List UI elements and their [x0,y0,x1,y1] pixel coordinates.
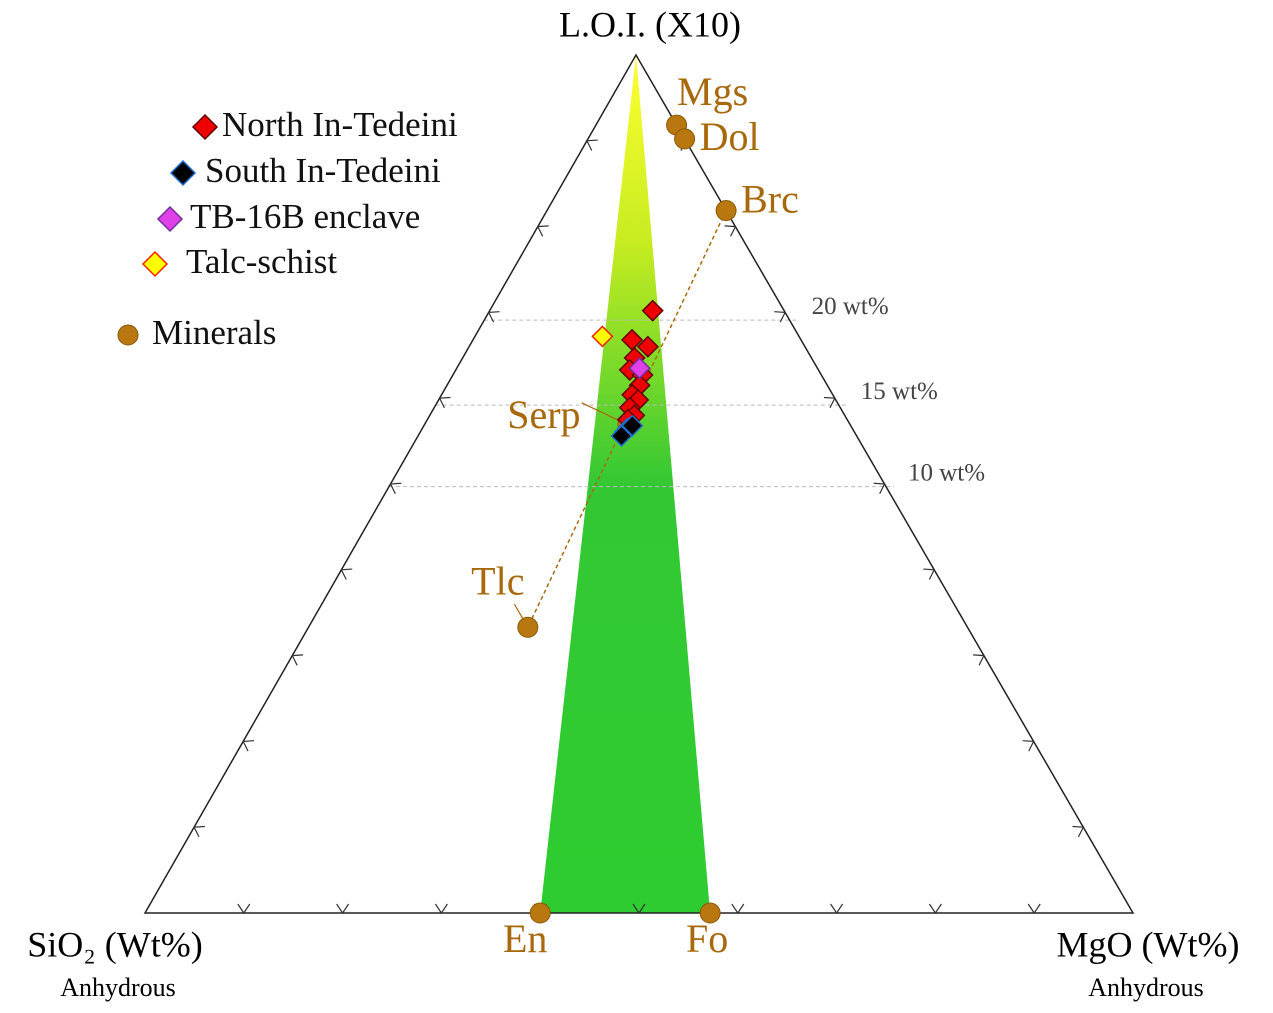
tick-mark [1027,903,1041,915]
mineral-label: En [503,916,547,961]
tick-mark [731,903,745,915]
sample-point [641,299,664,322]
tick-mark [1072,825,1085,838]
tick-mark [237,903,251,915]
mineral-point [674,128,696,150]
tick-mark [389,482,402,494]
sample-point [628,357,651,380]
legend-marker [156,205,184,233]
legend-marker [141,250,169,278]
tick-mark [923,568,936,580]
sample-point [636,335,659,358]
mineral-point [529,902,551,924]
series-group [628,357,651,380]
legend-label: North In-Tedeini [222,105,458,144]
tick-mark [291,654,304,666]
serpentinite-field [540,55,711,913]
apex-sublabel-left: Anhydrous [60,973,176,1002]
guide-label: 10 wt% [908,459,985,486]
guide-label: 20 wt% [812,293,889,320]
tick-mark [1022,740,1035,752]
tick-mark [487,311,500,323]
sample-point [610,424,633,448]
tick-mark [536,225,549,237]
mineral-label: Dol [700,114,760,159]
mineral-label: Brc [741,177,799,222]
mineral-label: Mgs [677,69,748,114]
tick-mark [973,654,985,666]
mineral-point [517,616,539,638]
tick-mark [774,311,787,323]
mineral-point [699,902,721,924]
legend-label: Minerals [152,313,276,352]
apex-sublabel-right: Anhydrous [1088,973,1204,1002]
tick-mark [724,225,737,237]
tick-mark [438,396,451,409]
legend-label: TB-16B enclave [190,197,420,236]
legend-marker [191,113,219,141]
legend-label: South In-Tedeini [205,151,441,190]
legend-marker [169,159,197,187]
mineral-label: Serp [507,392,580,437]
sample-point [591,325,614,348]
tick-mark [928,903,942,915]
series-group [616,299,664,431]
apex-label-top: L.O.I. (X10) [559,4,741,44]
tick-mark [830,903,844,915]
series-group [591,325,614,348]
tick-mark [823,396,836,409]
tick-mark [585,139,598,151]
tick-mark [434,903,448,915]
mineral-label: Fo [686,916,728,961]
sample-point [621,414,644,437]
tick-mark [632,903,646,915]
apex-label-left: SiO₂ (Wt%) [27,924,203,964]
tick-mark [873,482,886,494]
tick-mark [340,568,353,580]
legend-label: Talc-schist [186,242,337,281]
guide-label: 15 wt% [861,378,938,405]
tick-mark [193,825,205,838]
mineral-point [715,200,737,222]
series-group [610,414,644,448]
legend-marker [117,324,139,346]
tick-mark [242,740,255,752]
mineral-label: Tlc [471,558,524,603]
apex-label-right: MgO (Wt%) [1057,924,1240,964]
tick-mark [336,903,350,915]
